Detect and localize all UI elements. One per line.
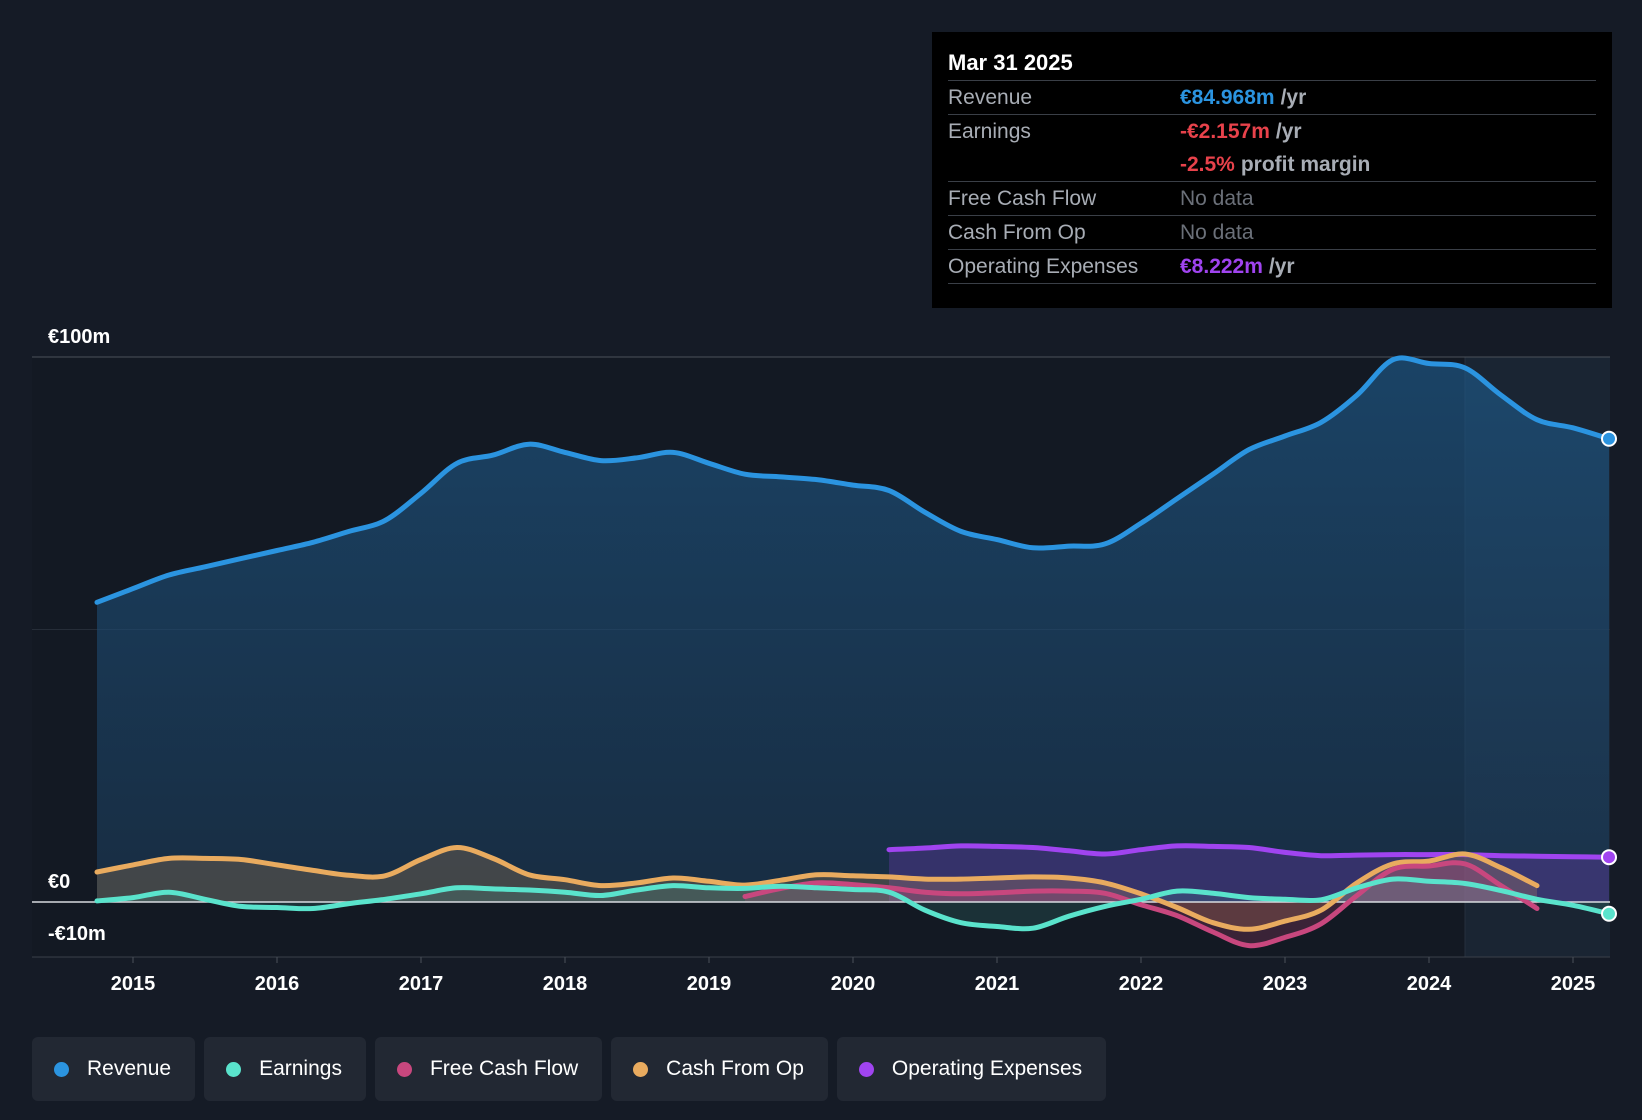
tooltip-unit: profit margin xyxy=(1240,153,1371,176)
legend-label: Cash From Op xyxy=(666,1057,804,1080)
x-tick-label: 2016 xyxy=(255,973,300,995)
legend-dot-icon xyxy=(226,1061,242,1077)
legend-label: Earnings xyxy=(259,1057,342,1080)
y-tick-label: -€10m xyxy=(48,923,106,945)
tooltip-value: No data xyxy=(1180,187,1254,210)
tooltip-label: Operating Expenses xyxy=(948,255,1139,278)
tooltip-value: -2.5% xyxy=(1180,153,1235,176)
tooltip-row-fcf: Free Cash Flow No data xyxy=(948,182,1596,216)
x-tick-label: 2015 xyxy=(111,973,156,995)
tooltip-date: Mar 31 2025 xyxy=(948,46,1596,81)
cash-from-op-line xyxy=(94,844,1540,932)
x-tick-label: 2023 xyxy=(1263,973,1308,995)
x-tick-label: 2021 xyxy=(975,973,1020,995)
tooltip-label: Cash From Op xyxy=(948,221,1086,244)
tooltip-unit: /yr xyxy=(1280,86,1307,109)
tooltip-value: €8.222m xyxy=(1180,255,1263,278)
tooltip-label: Earnings xyxy=(948,120,1031,143)
tooltip-row-opex: Operating Expenses €8.222m /yr xyxy=(948,250,1596,284)
y-tick-label: €0 xyxy=(48,871,70,893)
x-tick-label: 2022 xyxy=(1119,973,1164,995)
legend-item-revenue[interactable]: Revenue xyxy=(32,1037,196,1101)
tooltip-row-margin: -2.5% profit margin xyxy=(948,148,1596,182)
legend-dot-icon xyxy=(396,1061,412,1077)
tooltip-value: -€2.157m xyxy=(1180,120,1270,143)
operating-expenses-endpoint xyxy=(1601,849,1617,866)
tooltip-row-earnings: Earnings -€2.157m /yr xyxy=(948,115,1596,148)
legend-dot-icon xyxy=(633,1061,649,1077)
free-cash-flow-line xyxy=(742,860,1540,949)
tooltip: Mar 31 2025 Revenue €84.968m /yr Earning… xyxy=(932,32,1612,308)
legend-label: Revenue xyxy=(87,1057,172,1080)
revenue-line xyxy=(94,355,1612,605)
tooltip-unit: /yr xyxy=(1275,120,1302,143)
revenue-endpoint xyxy=(1601,430,1617,447)
earnings-line xyxy=(94,876,1612,932)
legend-label: Operating Expenses xyxy=(891,1057,1083,1080)
tooltip-unit: /yr xyxy=(1268,255,1295,278)
earnings-area xyxy=(97,878,1609,929)
x-tick-label: 2020 xyxy=(831,973,876,995)
tooltip-label: Free Cash Flow xyxy=(948,187,1097,210)
x-tick-label: 2025 xyxy=(1551,973,1596,995)
legend-item-free-cash-flow[interactable]: Free Cash Flow xyxy=(374,1037,603,1101)
legend-label: Free Cash Flow xyxy=(429,1057,579,1080)
tooltip-value: €84.968m xyxy=(1180,86,1275,109)
tooltip-row-revenue: Revenue €84.968m /yr xyxy=(948,81,1596,115)
x-tick-label: 2018 xyxy=(543,973,588,995)
tooltip-row-cfo: Cash From Op No data xyxy=(948,216,1596,250)
earnings-endpoint xyxy=(1601,905,1617,922)
y-tick-label: €100m xyxy=(48,326,110,348)
legend-dot-icon xyxy=(858,1061,874,1077)
legend-dot-icon xyxy=(54,1061,69,1077)
legend-item-operating-expenses[interactable]: Operating Expenses xyxy=(836,1037,1107,1101)
legend-item-earnings[interactable]: Earnings xyxy=(204,1037,366,1101)
legend: Revenue Earnings Free Cash Flow Cash Fro… xyxy=(32,1037,1107,1101)
legend-item-cash-from-op[interactable]: Cash From Op xyxy=(611,1037,828,1101)
tooltip-value: No data xyxy=(1180,221,1254,244)
operating-expenses-line xyxy=(886,843,1612,860)
tooltip-label: Revenue xyxy=(948,86,1033,109)
revenue-area xyxy=(97,357,1609,903)
x-tick-label: 2019 xyxy=(687,973,732,995)
x-tick-label: 2017 xyxy=(399,973,444,995)
x-tick-label: 2024 xyxy=(1407,973,1452,995)
